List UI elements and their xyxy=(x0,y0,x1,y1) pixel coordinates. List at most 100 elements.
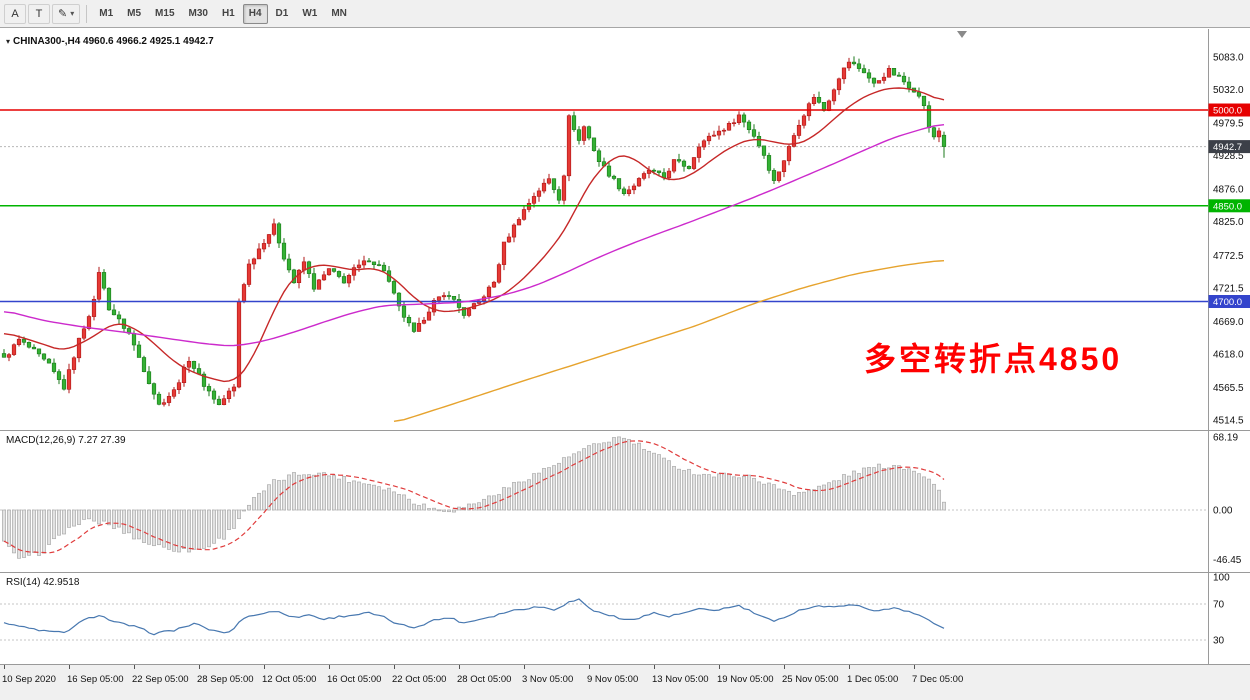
time-axis-tick xyxy=(719,665,720,669)
time-axis[interactable]: 10 Sep 2020 16 Sep 05:00 22 Sep 05:00 28 Se… xyxy=(0,664,1250,700)
timeframe-button-h1[interactable]: H1 xyxy=(221,8,235,19)
macd-histogram-bar xyxy=(827,482,831,511)
macd-histogram-bar xyxy=(592,443,596,511)
time-axis-tick xyxy=(524,665,525,669)
macd-histogram-bar xyxy=(712,476,716,511)
candle-body xyxy=(436,296,442,301)
time-axis-label: 7 Dec 05:00 xyxy=(912,674,964,685)
macd-histogram-bar xyxy=(447,509,451,513)
candle-body xyxy=(381,264,387,272)
candle-body xyxy=(131,332,137,346)
candle-body xyxy=(416,322,422,332)
macd-histogram-bar xyxy=(7,509,11,547)
candle-body xyxy=(71,357,77,370)
macd-histogram-bar xyxy=(302,474,306,511)
candle-body xyxy=(691,157,697,169)
candle-body xyxy=(631,185,637,191)
candle-body xyxy=(551,178,557,190)
candle-body xyxy=(371,261,377,265)
candle-body xyxy=(716,130,722,136)
macd-histogram-bar xyxy=(912,470,916,511)
macd-histogram-bar xyxy=(172,509,176,552)
macd-histogram-bar xyxy=(857,473,861,511)
macd-histogram-bar xyxy=(797,492,801,511)
macd-histogram-bar xyxy=(297,474,301,511)
candle-body xyxy=(311,273,317,290)
price-axis[interactable] xyxy=(1208,29,1250,664)
candle-body xyxy=(746,121,752,130)
timeframe-button-mn[interactable]: MN xyxy=(331,8,347,19)
candle-body xyxy=(441,295,447,298)
macd-histogram-bar xyxy=(2,509,6,542)
candle-body xyxy=(116,314,122,320)
macd-histogram-bar xyxy=(927,478,931,511)
macd-histogram-bar xyxy=(602,442,606,511)
time-axis-tick xyxy=(914,665,915,669)
chart-collapse-icon[interactable]: ▾ xyxy=(6,37,11,46)
candle-body xyxy=(366,260,372,263)
drawing-tools-dropdown[interactable]: ✎ ▾ xyxy=(52,3,81,24)
candle-body xyxy=(506,236,512,243)
ma-fast-red xyxy=(3,87,945,383)
timeframe-button-h4[interactable]: H4 xyxy=(242,3,268,24)
candle-body xyxy=(671,159,677,172)
timeframe-button-d1[interactable]: D1 xyxy=(275,8,289,19)
macd-histogram-bar xyxy=(867,467,871,511)
candle-body xyxy=(516,219,522,226)
macd-histogram-bar xyxy=(192,509,196,550)
macd-histogram-bar xyxy=(92,509,96,522)
candle-body xyxy=(76,337,82,359)
macd-histogram-bar xyxy=(467,503,471,511)
macd-histogram-bar xyxy=(352,480,356,511)
macd-histogram-bar xyxy=(377,486,381,511)
candle-body xyxy=(941,134,947,147)
macd-histogram-bar xyxy=(662,457,666,511)
candle-body xyxy=(736,114,742,124)
level-badge-5000.0-label: 5000.0 xyxy=(1213,106,1242,117)
chart-shift-marker-icon[interactable] xyxy=(957,31,967,38)
macd-histogram-bar xyxy=(577,451,581,511)
candle-body xyxy=(501,241,507,265)
text-tool-button[interactable]: T xyxy=(28,3,50,24)
timeframe-button-m5[interactable]: M5 xyxy=(127,8,142,19)
macd-histogram-bar xyxy=(777,488,781,511)
timeframe-button-m1[interactable]: M1 xyxy=(99,8,114,19)
macd-histogram-bar xyxy=(792,495,796,511)
candle-body xyxy=(276,223,282,244)
macd-histogram-bar xyxy=(127,509,131,534)
time-axis-tick xyxy=(394,665,395,669)
time-axis-tick xyxy=(264,665,265,669)
candle-body xyxy=(446,295,452,297)
candle-body xyxy=(781,160,787,172)
macd-histogram-bar xyxy=(277,480,281,511)
candle-body xyxy=(81,328,87,339)
macd-axis-label: 68.19 xyxy=(1213,433,1238,444)
macd-histogram-bar xyxy=(202,509,206,549)
macd-histogram-bar xyxy=(607,441,611,511)
macd-histogram-bar xyxy=(807,489,811,511)
macd-histogram-bar xyxy=(212,509,216,544)
macd-histogram-bar xyxy=(677,468,681,511)
candle-body xyxy=(456,299,462,308)
time-axis-label: 28 Oct 05:00 xyxy=(457,674,512,685)
macd-histogram-bar xyxy=(132,509,136,540)
timeframe-button-m30[interactable]: M30 xyxy=(188,8,208,19)
arrow-tool-button[interactable]: A xyxy=(4,3,26,24)
macd-histogram-bar xyxy=(687,468,691,511)
macd-histogram-bar xyxy=(642,449,646,511)
macd-histogram-bar xyxy=(357,481,361,511)
timeframe-button-m15[interactable]: M15 xyxy=(155,8,175,19)
candle-body xyxy=(466,308,472,316)
candle-body xyxy=(266,234,272,244)
macd-histogram-bar xyxy=(27,509,31,556)
candle-body xyxy=(701,140,707,148)
candle-body xyxy=(201,373,207,387)
timeframe-button-w1[interactable]: W1 xyxy=(302,8,318,19)
candle-body xyxy=(101,272,107,289)
macd-histogram-bar xyxy=(427,508,431,511)
macd-histogram-bar xyxy=(237,509,241,520)
time-axis-label: 19 Nov 05:00 xyxy=(717,674,774,685)
macd-histogram-bar xyxy=(877,463,881,511)
time-axis-tick xyxy=(784,665,785,669)
